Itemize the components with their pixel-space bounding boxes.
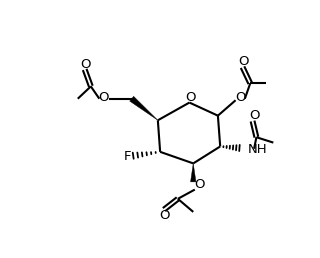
- Text: NH: NH: [248, 143, 268, 156]
- Text: O: O: [236, 91, 246, 104]
- Text: O: O: [98, 91, 108, 104]
- Text: O: O: [159, 209, 170, 222]
- Polygon shape: [191, 163, 196, 182]
- Text: O: O: [185, 91, 196, 104]
- Text: O: O: [80, 58, 91, 71]
- Polygon shape: [130, 96, 158, 120]
- Text: F: F: [123, 150, 131, 163]
- Text: O: O: [249, 109, 259, 122]
- Text: O: O: [194, 179, 205, 191]
- Text: O: O: [238, 55, 249, 68]
